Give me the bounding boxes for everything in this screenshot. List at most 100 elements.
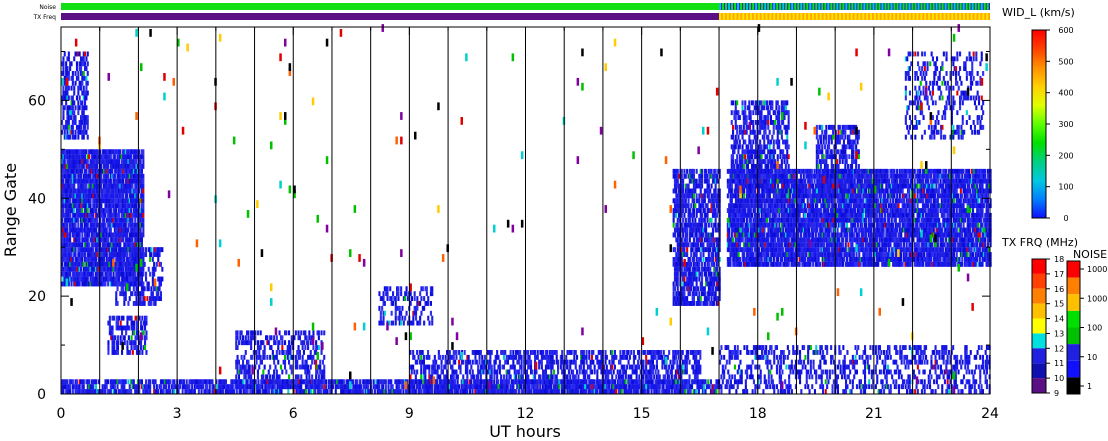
- scatter-cell: [101, 247, 104, 253]
- scatter-cell: [63, 183, 66, 189]
- scatter-cell: [123, 335, 126, 341]
- scatter-cell: [140, 271, 143, 277]
- scatter-cell: [67, 75, 70, 81]
- scatter-cell: [66, 178, 69, 184]
- scatter-cell: [135, 178, 138, 184]
- txfreq-bar-label: TX Freq: [32, 14, 56, 21]
- scatter-cell: [618, 369, 621, 375]
- scatter-cell: [117, 164, 120, 169]
- scatter-cell: [127, 379, 130, 385]
- scatter-cell: [97, 159, 100, 164]
- scatter-cell: [294, 374, 297, 380]
- status-bar-segment: [842, 13, 845, 20]
- scatter-cell: [127, 198, 130, 204]
- scatter-cell: [67, 242, 70, 248]
- scatter-cell: [117, 237, 120, 243]
- status-bar-segment: [962, 13, 965, 20]
- scatter-cell: [502, 374, 505, 380]
- scatter-cell: [670, 379, 673, 385]
- status-bar-segment: [959, 3, 962, 10]
- scatter-cell: [226, 389, 229, 394]
- scatter-cell: [384, 389, 387, 394]
- scatter-cell: [323, 379, 326, 385]
- scatter-cell: [162, 384, 165, 390]
- scatter-cell: [168, 384, 171, 390]
- scatter-cell: [672, 247, 675, 253]
- scatter-cell: [672, 379, 675, 385]
- scatter-cell: [397, 389, 400, 394]
- scatter-cell: [67, 198, 70, 204]
- scatter-cell: [478, 379, 481, 385]
- scatter-cell: [677, 389, 680, 394]
- scatter-cell: [63, 51, 66, 57]
- scatter-cell: [78, 61, 81, 67]
- scatter-cell: [634, 389, 637, 394]
- scatter-cell: [75, 203, 78, 209]
- scatter-cell: [97, 247, 100, 253]
- scatter-cell: [66, 203, 69, 209]
- scatter-cell: [71, 242, 74, 248]
- scatter-cell: [115, 193, 118, 199]
- scatter-cell: [131, 237, 134, 243]
- status-bar-segment: [956, 3, 959, 10]
- scatter-cell: [444, 364, 447, 370]
- scatter-cell: [267, 340, 270, 346]
- scatter-cell: [111, 266, 114, 272]
- scatter-cell: [101, 261, 104, 267]
- scatter-cell: [506, 389, 509, 394]
- scatter-cell: [89, 193, 92, 199]
- scatter-cell: [485, 384, 488, 390]
- scatter-cell: [574, 389, 577, 394]
- scatter-cell: [139, 154, 142, 160]
- scatter-cell: [104, 168, 107, 174]
- scatter-cell: [131, 222, 134, 228]
- scatter-cell: [390, 389, 393, 394]
- scatter-cell: [260, 379, 263, 385]
- scatter-cell: [117, 379, 120, 385]
- scatter-cell: [380, 379, 383, 385]
- scatter-cell: [581, 350, 584, 355]
- scatter-cell: [84, 100, 87, 106]
- scatter-cell: [605, 364, 608, 370]
- scatter-cell: [81, 164, 84, 169]
- scatter-cell: [131, 325, 134, 331]
- scatter-cell: [540, 350, 543, 355]
- scatter-cell: [534, 384, 537, 390]
- status-bar-segment: [896, 3, 899, 10]
- scatter-cell: [73, 242, 76, 248]
- scatter-cell: [363, 379, 366, 385]
- scatter-cell: [464, 384, 467, 390]
- scatter-cell: [196, 379, 199, 385]
- scatter-cell: [631, 369, 634, 375]
- scatter-cell: [100, 257, 103, 262]
- scatter-cell: [66, 159, 69, 164]
- scatter-cell: [459, 369, 462, 375]
- scatter-cell: [516, 359, 519, 365]
- scatter-cell: [97, 232, 100, 238]
- scatter-cell: [82, 198, 85, 204]
- scatter-cell: [600, 384, 603, 390]
- scatter-cell: [75, 276, 78, 282]
- scatter-cell: [555, 350, 558, 355]
- scatter-cell: [685, 379, 688, 385]
- scatter-cell: [94, 232, 97, 238]
- scatter-cell: [74, 257, 77, 262]
- scatter-cell: [119, 178, 122, 184]
- scatter-cell: [248, 374, 251, 380]
- scatter-cell: [402, 320, 405, 326]
- scatter-cell: [681, 364, 684, 370]
- scatter-cell: [342, 379, 345, 385]
- scatter-cell: [478, 359, 481, 365]
- scatter-cell: [535, 369, 538, 375]
- scatter-cell: [82, 124, 85, 130]
- scatter-cell: [97, 227, 100, 233]
- scatter-cell: [132, 227, 135, 233]
- scatter-cell: [67, 247, 70, 253]
- scatter-cell: [504, 384, 507, 390]
- scatter-cell: [423, 296, 426, 301]
- scatter-cell: [117, 173, 120, 179]
- scatter-cell: [251, 330, 254, 336]
- scatter-cell: [538, 379, 541, 385]
- scatter-cell: [151, 271, 154, 277]
- scatter-cell: [86, 71, 89, 76]
